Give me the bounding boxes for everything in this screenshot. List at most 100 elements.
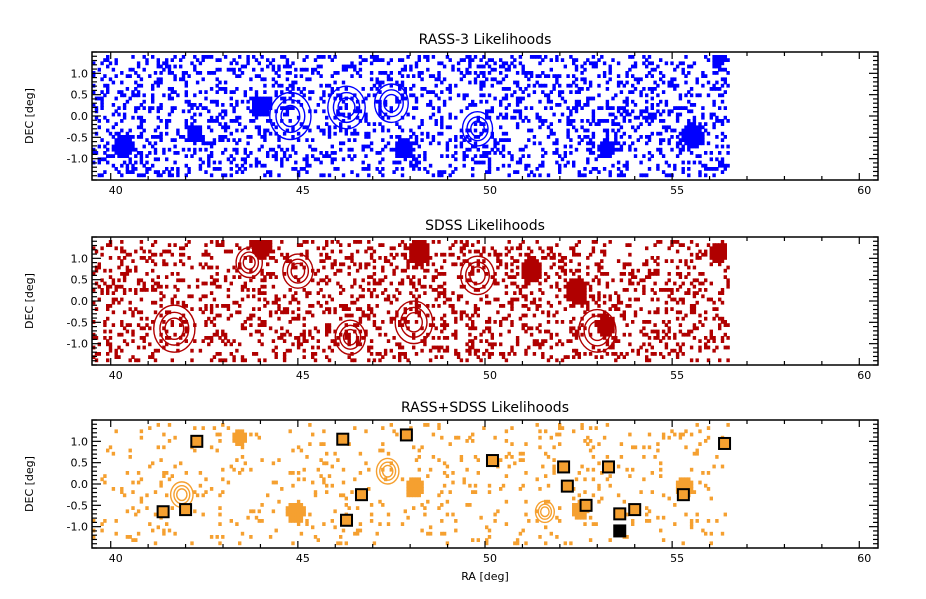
- likelihood-cell: [142, 256, 146, 260]
- likelihood-cell: [538, 304, 542, 308]
- likelihood-cell: [515, 125, 520, 130]
- likelihood-cell: [628, 55, 632, 59]
- likelihood-cell: [420, 265, 424, 270]
- likelihood-cell: [108, 61, 113, 66]
- likelihood-cell: [577, 355, 581, 359]
- likelihood-cell: [501, 352, 506, 356]
- likelihood-cell: [271, 509, 276, 514]
- likelihood-cell: [684, 275, 688, 279]
- likelihood-cell: [515, 272, 520, 276]
- likelihood-cell: [232, 106, 236, 110]
- likelihood-cell: [527, 345, 531, 350]
- likelihood-cell: [586, 265, 590, 270]
- likelihood-cell: [369, 256, 374, 260]
- likelihood-cell: [608, 240, 612, 244]
- likelihood-cell: [465, 439, 469, 443]
- likelihood-cell: [358, 240, 363, 244]
- likelihood-cell: [232, 435, 236, 440]
- likelihood-cell: [462, 58, 466, 62]
- likelihood-cell: [558, 93, 562, 98]
- likelihood-cell: [588, 138, 593, 142]
- likelihood-cell: [647, 432, 652, 437]
- likelihood-cell: [698, 138, 702, 142]
- likelihood-cell: [336, 71, 340, 75]
- likelihood-cell: [698, 160, 702, 165]
- likelihood-cell: [588, 515, 593, 520]
- likelihood-cell: [235, 522, 239, 526]
- likelihood-cell: [569, 83, 573, 88]
- likelihood-cell: [572, 160, 576, 165]
- likelihood-cell: [468, 345, 472, 350]
- likelihood-cell: [181, 278, 186, 283]
- likelihood-cell: [403, 151, 407, 155]
- likelihood-cell: [204, 170, 208, 174]
- likelihood-cell: [423, 423, 427, 427]
- likelihood-cell: [412, 345, 416, 350]
- likelihood-cell: [347, 336, 351, 340]
- likelihood-cell: [431, 112, 436, 117]
- likelihood-cell: [249, 256, 253, 260]
- likelihood-cell: [409, 93, 413, 98]
- likelihood-cell: [361, 144, 365, 149]
- likelihood-cell: [316, 71, 320, 75]
- likelihood-cell: [569, 288, 573, 292]
- likelihood-cell: [350, 284, 354, 289]
- likelihood-cell: [114, 246, 118, 251]
- likelihood-cell: [372, 55, 377, 59]
- likelihood-cell: [145, 259, 149, 263]
- likelihood-cell: [473, 160, 478, 165]
- likelihood-cell: [372, 278, 377, 283]
- likelihood-cell: [476, 64, 480, 69]
- likelihood-cell: [134, 291, 138, 295]
- likelihood-cell: [541, 119, 545, 123]
- likelihood-cell: [229, 119, 233, 123]
- likelihood-cell: [151, 96, 155, 101]
- likelihood-cell: [120, 90, 124, 94]
- likelihood-cell: [605, 119, 610, 123]
- likelihood-cell: [487, 93, 492, 98]
- likelihood-cell: [611, 112, 615, 117]
- likelihood-cell: [117, 138, 121, 142]
- likelihood-cell: [572, 512, 576, 517]
- likelihood-cell: [726, 323, 730, 327]
- likelihood-cell: [347, 332, 351, 337]
- likelihood-cell: [148, 141, 152, 146]
- likelihood-cell: [420, 483, 424, 488]
- likelihood-cell: [294, 515, 298, 520]
- likelihood-cell: [437, 304, 441, 308]
- likelihood-cell: [173, 294, 177, 299]
- likelihood-cell: [454, 320, 458, 324]
- likelihood-cell: [159, 304, 163, 308]
- likelihood-cell: [476, 240, 480, 244]
- likelihood-cell: [122, 103, 127, 107]
- likelihood-cell: [131, 310, 135, 315]
- likelihood-cell: [594, 167, 598, 171]
- likelihood-cell: [263, 83, 267, 88]
- likelihood-cell: [375, 87, 379, 91]
- likelihood-cell: [221, 103, 225, 107]
- likelihood-cell: [493, 278, 497, 283]
- likelihood-cell: [266, 109, 270, 114]
- likelihood-cell: [499, 259, 503, 263]
- likelihood-cell: [524, 275, 528, 279]
- likelihood-cell: [369, 55, 374, 59]
- likelihood-cell: [232, 138, 236, 142]
- likelihood-cell: [560, 342, 565, 347]
- likelihood-cell: [659, 147, 663, 152]
- likelihood-cell: [311, 432, 315, 437]
- likelihood-cell: [414, 135, 419, 139]
- likelihood-cell: [167, 93, 172, 98]
- likelihood-cell: [566, 119, 570, 123]
- likelihood-cell: [153, 348, 158, 353]
- likelihood-cell: [226, 268, 231, 273]
- likelihood-cell: [139, 496, 144, 501]
- likelihood-cell: [558, 119, 562, 123]
- likelihood-cell: [462, 243, 466, 247]
- likelihood-cell: [277, 138, 281, 142]
- likelihood-cell: [631, 522, 635, 526]
- likelihood-cell: [299, 531, 304, 536]
- likelihood-cell: [622, 131, 626, 136]
- likelihood-cell: [395, 135, 399, 139]
- likelihood-cell: [120, 320, 124, 324]
- likelihood-cell: [381, 448, 385, 453]
